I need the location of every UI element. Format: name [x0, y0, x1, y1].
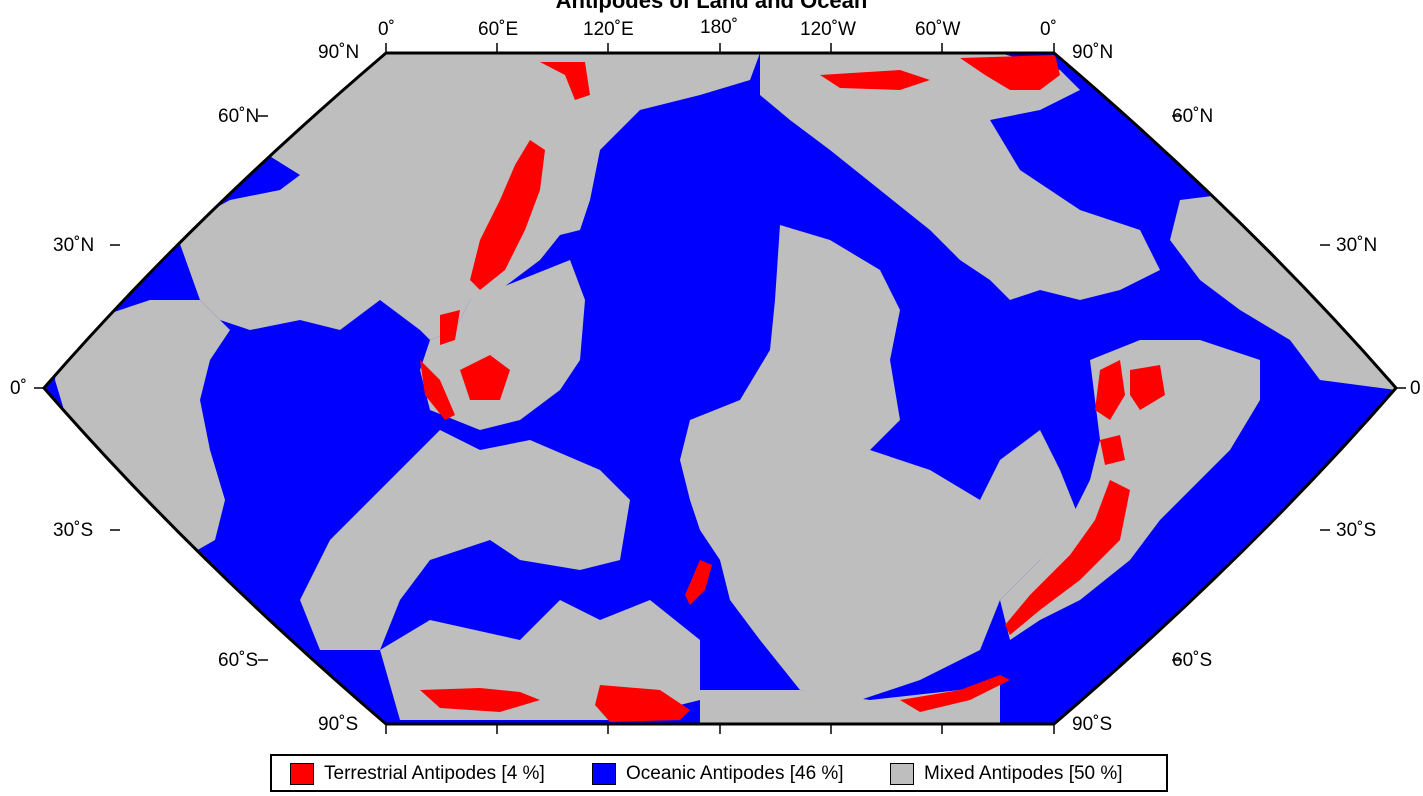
terrestrial-antarctica-west [420, 688, 540, 712]
australia-region [300, 430, 630, 650]
terrestrial-east-asia [470, 140, 545, 290]
terrestrial-borneo [460, 355, 510, 400]
left-label-30s: 30˚S [53, 520, 94, 541]
east-atlantic-region [1170, 190, 1396, 390]
left-label-30n: 30˚N [53, 235, 95, 256]
central-pacific-region [680, 225, 1080, 700]
legend-label-terrestrial: Terrestrial Antipodes [4 %] [324, 763, 545, 784]
top-label-0: 0˚ [378, 19, 395, 40]
legend: Terrestrial Antipodes [4 %] Oceanic Anti… [270, 754, 1168, 792]
axis-ticks [34, 43, 1406, 734]
legend-item-oceanic: Oceanic Antipodes [46 %] [592, 763, 844, 785]
eurasia-region [175, 53, 760, 340]
terrestrial-antarctica-peninsula [900, 675, 1010, 712]
legend-label-mixed: Mixed Antipodes [50 %] [924, 763, 1123, 784]
top-label-60w: 60˚W [915, 19, 961, 40]
terrestrial-greenland [960, 55, 1060, 90]
terrestrial-iberia [1230, 180, 1280, 212]
legend-item-terrestrial: Terrestrial Antipodes [4 %] [290, 763, 545, 785]
terrestrial-sumatra [420, 360, 455, 420]
legend-label-oceanic: Oceanic Antipodes [46 %] [626, 763, 844, 784]
map-title: Antipodes of Land and Ocean [555, 0, 868, 13]
terrestrial-siberia-north [540, 62, 590, 100]
left-label-60s: 60˚S [218, 650, 259, 671]
right-label-90s: 90˚S [1072, 714, 1113, 735]
left-label-90s: 90˚S [318, 714, 359, 735]
terrestrial-new-zealand [685, 560, 712, 605]
terrestrial-antarctica-east [595, 685, 690, 722]
top-label-120w: 120˚W [800, 19, 856, 40]
terrestrial-arctic-canada [820, 70, 930, 90]
legend-item-mixed: Mixed Antipodes [50 %] [890, 763, 1123, 785]
terrestrial-argentina [1005, 480, 1130, 635]
top-label-0b: 0˚ [1040, 19, 1057, 40]
left-label-90n: 90˚N [318, 42, 360, 63]
terrestrial-venezuela [1130, 365, 1165, 410]
right-label-60n: 60˚N [1172, 106, 1214, 127]
right-label-90n: 90˚N [1072, 42, 1114, 63]
terrestrial-swatch [290, 763, 314, 785]
top-label-120e: 120˚E [583, 19, 634, 40]
right-label-0: 0 [1410, 378, 1421, 399]
north-america-region [760, 53, 1160, 300]
oceanic-swatch [592, 763, 616, 785]
left-label-60n: 60˚N [218, 106, 260, 127]
left-label-0: 0˚ [10, 378, 27, 399]
top-label-180: 180˚ [700, 17, 739, 38]
right-label-30n: 30˚N [1336, 235, 1378, 256]
right-label-30s: 30˚S [1336, 520, 1377, 541]
right-label-60s: 60˚S [1172, 650, 1213, 671]
mixed-swatch [890, 763, 914, 785]
terrestrial-malaya [440, 310, 460, 345]
terrestrial-colombia [1095, 360, 1125, 420]
se-asia-region [420, 260, 585, 430]
terrestrial-peru [1100, 435, 1125, 465]
top-label-60e: 60˚E [478, 19, 519, 40]
antarctic-region [700, 680, 1000, 724]
